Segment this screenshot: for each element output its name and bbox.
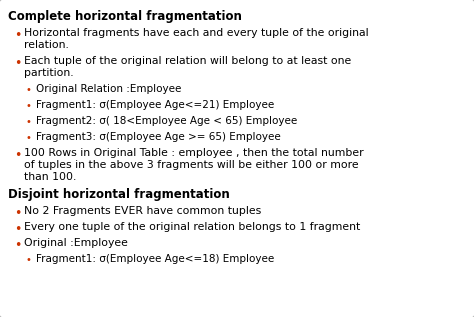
Text: •: • bbox=[26, 255, 32, 265]
Text: •: • bbox=[14, 57, 21, 70]
Text: •: • bbox=[14, 29, 21, 42]
Text: •: • bbox=[26, 85, 32, 95]
Text: Complete horizontal fragmentation: Complete horizontal fragmentation bbox=[8, 10, 242, 23]
Text: •: • bbox=[14, 223, 21, 236]
Text: •: • bbox=[26, 133, 32, 143]
Text: Each tuple of the original relation will belong to at least one
partition.: Each tuple of the original relation will… bbox=[24, 56, 351, 78]
Text: Disjoint horizontal fragmentation: Disjoint horizontal fragmentation bbox=[8, 188, 230, 201]
Text: 100 Rows in Original Table : employee , then the total number
of tuples in the a: 100 Rows in Original Table : employee , … bbox=[24, 148, 364, 182]
Text: No 2 Fragments EVER have common tuples: No 2 Fragments EVER have common tuples bbox=[24, 206, 261, 216]
Text: Fragment2: σ( 18<Employee Age < 65) Employee: Fragment2: σ( 18<Employee Age < 65) Empl… bbox=[36, 116, 297, 126]
Text: •: • bbox=[14, 149, 21, 162]
Text: •: • bbox=[26, 101, 32, 111]
Text: Fragment3: σ(Employee Age >= 65) Employee: Fragment3: σ(Employee Age >= 65) Employe… bbox=[36, 132, 281, 142]
Text: Fragment1: σ(Employee Age<=21) Employee: Fragment1: σ(Employee Age<=21) Employee bbox=[36, 100, 274, 110]
Text: Fragment1: σ(Employee Age<=18) Employee: Fragment1: σ(Employee Age<=18) Employee bbox=[36, 254, 274, 264]
Text: Original Relation :Employee: Original Relation :Employee bbox=[36, 84, 182, 94]
Text: •: • bbox=[14, 239, 21, 252]
Text: Horizontal fragments have each and every tuple of the original
relation.: Horizontal fragments have each and every… bbox=[24, 28, 369, 50]
Text: •: • bbox=[14, 207, 21, 220]
Text: Original :Employee: Original :Employee bbox=[24, 238, 128, 248]
Text: •: • bbox=[26, 117, 32, 127]
Text: Every one tuple of the original relation belongs to 1 fragment: Every one tuple of the original relation… bbox=[24, 222, 360, 232]
